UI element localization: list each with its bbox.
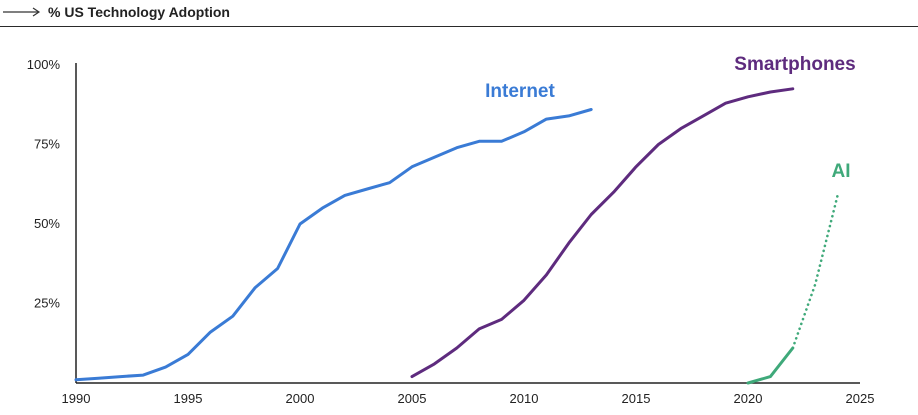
- x-tick-label: 1995: [174, 391, 203, 406]
- y-tick-label: 50%: [34, 216, 60, 231]
- chart-series-labels: Internet Smartphones AI: [485, 54, 856, 182]
- x-tick-label: 2015: [622, 391, 651, 406]
- y-tick-label: 100%: [27, 57, 61, 72]
- ai-series-label: AI: [832, 161, 851, 182]
- x-tick-label: 2025: [846, 391, 875, 406]
- arrow-right-icon: [3, 7, 41, 17]
- chart-series: [74, 87, 839, 385]
- ai-series-dotted-segment: [791, 194, 839, 350]
- internet-series-label: Internet: [485, 81, 555, 102]
- adoption-line-chart: 1990 1995 2000 2005 2010 2015 2020 2025 25% 50% 75…: [27, 54, 875, 406]
- smartphones-series-line: [410, 87, 795, 379]
- ai-series-solid-segment: [746, 346, 795, 385]
- x-tick-label: 2000: [286, 391, 315, 406]
- y-tick-label: 25%: [34, 296, 60, 311]
- chart-axes: 1990 1995 2000 2005 2010 2015 2020 2025 25% 50% 75…: [27, 57, 875, 406]
- chart-title: % US Technology Adoption: [48, 4, 230, 20]
- chart-header: % US Technology Adoption: [0, 0, 918, 27]
- x-tick-label: 1990: [62, 391, 91, 406]
- smartphones-series-label: Smartphones: [734, 54, 855, 75]
- internet-series-line: [74, 108, 593, 382]
- x-tick-label: 2010: [510, 391, 539, 406]
- x-tick-label: 2020: [734, 391, 763, 406]
- y-tick-label: 75%: [34, 137, 60, 152]
- x-tick-label: 2005: [398, 391, 427, 406]
